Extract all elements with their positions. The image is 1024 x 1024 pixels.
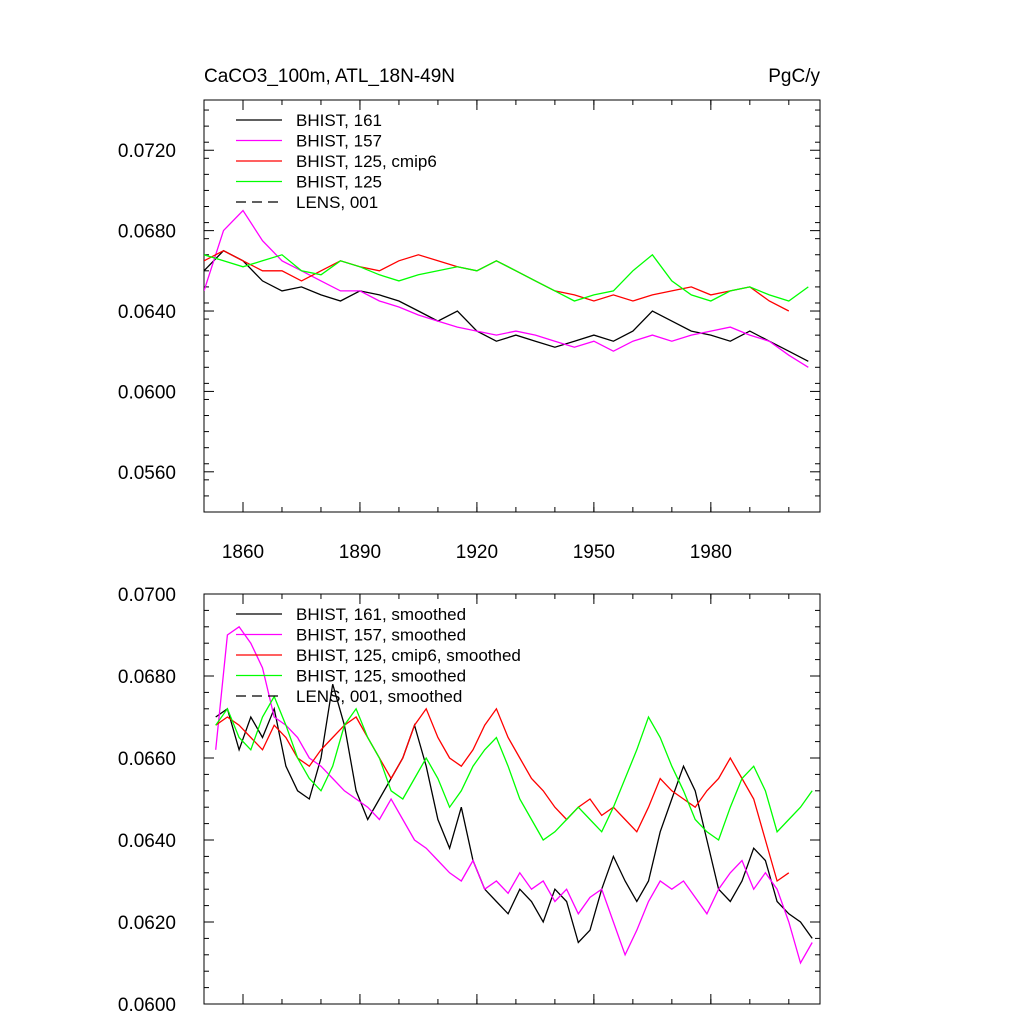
y-tick-label: 0.0680 (118, 667, 176, 688)
x-tick-label: 1860 (222, 542, 264, 563)
legend-label: LENS, 001, smoothed (296, 687, 462, 706)
series-line-1 (204, 209, 809, 368)
y-tick-label: 0.0640 (118, 831, 176, 852)
legend-label: BHIST, 161 (296, 111, 382, 130)
x-tick-label: 1920 (456, 542, 498, 563)
y-tick-label: 0.0620 (118, 913, 176, 934)
plot-frame (203, 99, 821, 513)
legend-label: BHIST, 125, cmip6 (296, 152, 437, 171)
series-line-3 (215, 695, 813, 842)
plot-frame (203, 593, 821, 1005)
y-tick-label: 0.0720 (118, 141, 176, 162)
series-line-2 (204, 249, 790, 312)
series-group (204, 209, 809, 368)
series-line-2 (215, 707, 790, 883)
top-panel-units: PgC/y (768, 66, 820, 87)
top-panel-title: CaCO3_100m, ATL_18N-49N (204, 66, 455, 87)
y-tick-label: 0.0680 (118, 222, 176, 243)
y-tick-label: 0.0640 (118, 302, 176, 323)
legend-label: BHIST, 125, smoothed (296, 667, 466, 686)
legend-label: BHIST, 125 (296, 173, 382, 192)
y-tick-label: 0.0560 (118, 463, 176, 484)
x-tick-label: 1950 (573, 542, 615, 563)
legend-label: BHIST, 157, smoothed (296, 626, 466, 645)
series-line-3 (204, 253, 809, 302)
legend-label: BHIST, 161, smoothed (296, 605, 466, 624)
top-panel-raw: CaCO3_100m, ATL_18N-49N PgC/y 0.0560 0.06… (118, 66, 821, 563)
y-tick-label: 0.0660 (118, 749, 176, 770)
legend-label: BHIST, 157 (296, 132, 382, 151)
series-line-0 (215, 684, 813, 944)
legend-label: BHIST, 125, cmip6, smoothed (296, 646, 521, 665)
series-line-1 (215, 625, 813, 965)
x-tick-label: 1980 (690, 542, 732, 563)
y-tick-label: 0.0600 (118, 382, 176, 403)
x-tick-label: 1890 (339, 542, 381, 563)
series-group (215, 625, 813, 965)
legend-label: LENS, 001 (296, 193, 378, 212)
y-tick-label: 0.0600 (118, 995, 176, 1016)
series-line-0 (204, 249, 809, 362)
y-tick-label: 0.0700 (118, 585, 176, 606)
bottom-panel-smoothed: 0.0600 0.0620 0.0640 0.0660 0.0680 0.0700 BHIS… (118, 585, 821, 1016)
